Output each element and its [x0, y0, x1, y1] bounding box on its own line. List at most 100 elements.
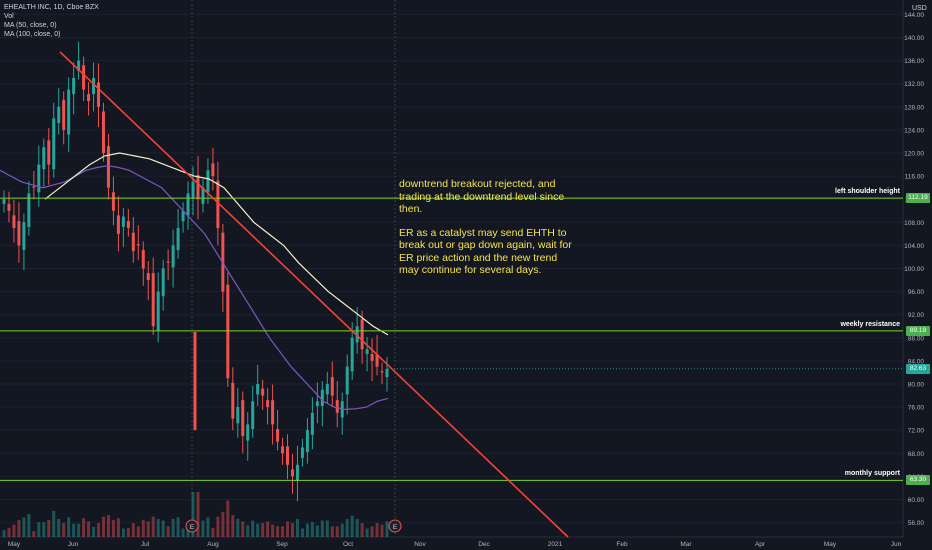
- volume-indicator-label[interactable]: Vol: [4, 13, 14, 20]
- volume-bar: [201, 520, 205, 537]
- volume-bar: [370, 526, 374, 537]
- analysis-note: downtrend breakout rejected, and trading…: [399, 178, 574, 288]
- x-tick-label: Feb: [616, 541, 628, 548]
- volume-bar: [241, 521, 245, 537]
- volume-bar: [22, 517, 26, 537]
- earnings-marker: [185, 519, 199, 533]
- candle-body: [12, 215, 16, 229]
- candle-body: [241, 400, 245, 436]
- volume-bar: [385, 521, 389, 537]
- symbol-title: EHEALTH INC, 1D, Cboe BZX: [4, 4, 99, 11]
- candle-body: [47, 140, 51, 165]
- candle-body: [151, 273, 155, 327]
- candle-body: [42, 147, 46, 170]
- candle-body: [375, 353, 379, 367]
- volume-bar: [310, 522, 314, 537]
- volume-bar: [47, 519, 51, 537]
- candle-body: [176, 228, 180, 251]
- volume-bar: [216, 516, 220, 537]
- candle-body: [335, 400, 339, 413]
- x-tick-label: Oct: [343, 541, 353, 548]
- earnings-marker-label: E: [190, 524, 195, 531]
- candle-body: [97, 82, 101, 107]
- candle-body: [320, 389, 324, 406]
- volume-bar: [335, 526, 339, 537]
- candle-body: [2, 199, 6, 204]
- volume-bar: [2, 530, 6, 537]
- candle-body: [22, 222, 26, 251]
- volume-bar: [62, 523, 66, 537]
- ma50-line: [0, 165, 389, 411]
- x-tick-label: 2021: [548, 541, 563, 548]
- candle-body: [32, 186, 36, 188]
- candle-body: [211, 163, 215, 177]
- level-label-monthly-support: monthly support: [844, 470, 900, 478]
- candle-body: [370, 353, 374, 361]
- x-tick-label: Aug: [207, 541, 219, 548]
- volume-bar: [151, 516, 155, 537]
- y-tick-label: 140.00: [904, 35, 924, 42]
- candle-body: [72, 77, 76, 95]
- y-tick-label: 80.00: [908, 381, 925, 388]
- ma50-indicator-label[interactable]: MA (50, close, 0): [4, 22, 57, 29]
- candle-body: [305, 430, 309, 453]
- volume-bar: [305, 523, 309, 537]
- volume-bar: [360, 523, 364, 537]
- volume-bar: [211, 527, 215, 537]
- candle-body: [52, 118, 56, 170]
- volume-bar: [67, 517, 71, 537]
- earnings-marker: [388, 519, 402, 533]
- candle-body: [360, 319, 364, 350]
- ma100-line: [44, 152, 389, 336]
- y-tick-label: 72.00: [908, 428, 925, 435]
- candle-body: [17, 221, 21, 246]
- volume-bar: [295, 518, 299, 537]
- volume-bar: [271, 524, 275, 537]
- volume-bar: [330, 526, 334, 537]
- ma100-indicator-label[interactable]: MA (100, close, 0): [4, 31, 61, 38]
- x-tick-label: Apr: [755, 541, 766, 548]
- candle-body: [67, 89, 71, 135]
- volume-bar: [261, 523, 265, 537]
- y-tick-label: 56.00: [908, 520, 925, 527]
- volume-bar: [236, 518, 240, 537]
- candle-body: [87, 94, 91, 102]
- volume-bar: [256, 523, 260, 537]
- volume-bar: [196, 492, 200, 537]
- x-tick-label: Dec: [478, 541, 490, 548]
- level-label-left-shoulder: left shoulder height: [835, 188, 900, 196]
- y-tick-label: 60.00: [908, 497, 925, 504]
- x-tick-label: Mar: [680, 541, 692, 548]
- volume-bar: [350, 515, 354, 537]
- x-tick-label: Jun: [891, 541, 902, 548]
- candle-body: [37, 164, 41, 193]
- earnings-marker-label: E: [393, 524, 398, 531]
- candle-body: [101, 111, 105, 154]
- volume-bar: [206, 517, 210, 537]
- candle-body: [57, 106, 61, 123]
- volume-bar: [340, 523, 344, 537]
- volume-bar: [320, 520, 324, 537]
- y-tick-label: 84.00: [908, 358, 925, 365]
- y-tick-label: 116.00: [905, 174, 925, 181]
- y-tick-label: 76.00: [908, 405, 925, 412]
- candle-body: [266, 400, 270, 408]
- candle-body: [27, 193, 31, 227]
- volume-bar: [111, 519, 115, 537]
- x-tick-label: Jun: [68, 541, 79, 548]
- candle-body: [82, 65, 86, 90]
- volume-bar: [52, 510, 56, 537]
- volume-bar: [131, 523, 135, 537]
- volume-bar: [166, 526, 170, 537]
- candle-body: [131, 232, 135, 252]
- volume-bar: [82, 518, 86, 537]
- candle-body: [136, 244, 140, 246]
- candle-body: [126, 221, 130, 229]
- volume-bar: [116, 518, 120, 537]
- volume-bar: [276, 526, 280, 537]
- candle-body: [271, 400, 275, 425]
- y-tick-label: 100.00: [904, 266, 924, 273]
- volume-bar: [87, 521, 91, 537]
- volume-bar: [27, 514, 31, 537]
- volume-bar: [176, 517, 180, 537]
